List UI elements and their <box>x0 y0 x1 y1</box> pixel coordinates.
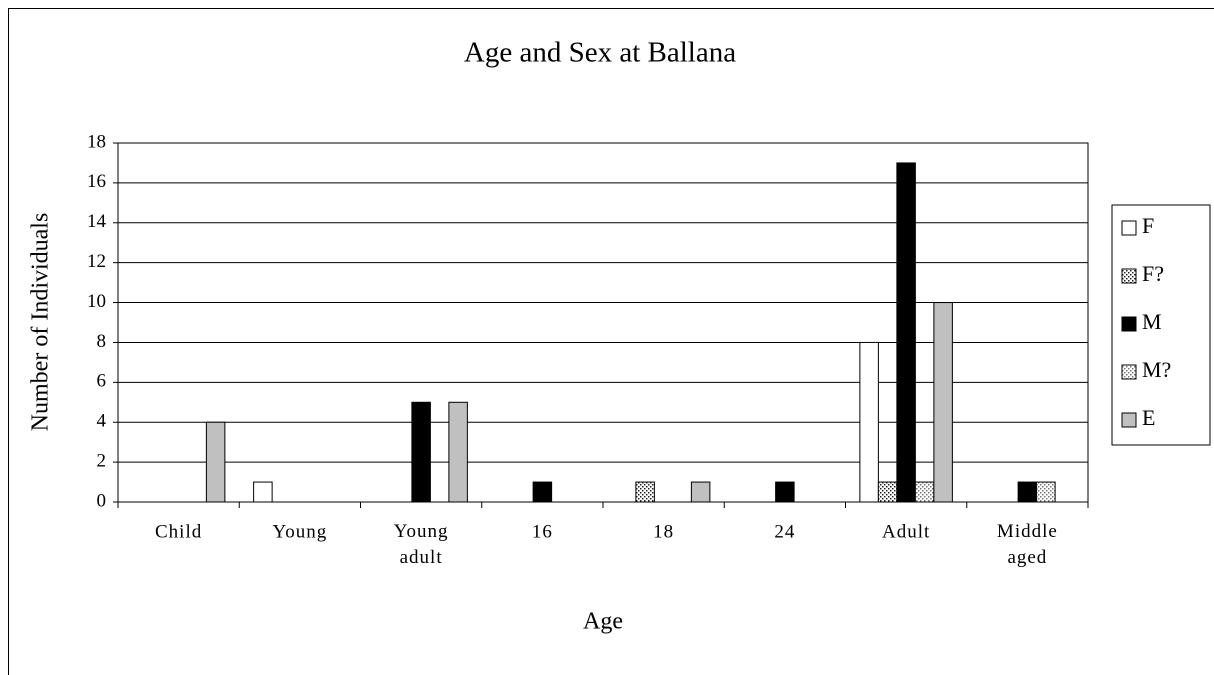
legend-swatch <box>1121 364 1137 380</box>
bar <box>205 421 226 503</box>
x-tick-label: Child <box>155 521 202 542</box>
bar <box>896 162 916 503</box>
bar <box>690 481 711 503</box>
legend-swatch <box>1121 316 1137 332</box>
bar <box>635 481 655 503</box>
y-tick-label: 14 <box>87 211 107 232</box>
legend-label: M <box>1142 309 1162 334</box>
bar <box>775 481 795 503</box>
x-tick-label: 18 <box>653 521 674 542</box>
x-tick-label: Adult <box>882 521 930 542</box>
legend-swatch <box>1121 412 1137 428</box>
bar <box>933 302 953 503</box>
legend-label: F <box>1142 213 1154 238</box>
bar <box>914 481 935 503</box>
bar <box>877 481 898 503</box>
y-tick-label: 18 <box>87 131 106 152</box>
legend-label: F? <box>1142 261 1164 286</box>
y-tick-label: 2 <box>97 450 107 471</box>
x-axis-label: Age <box>583 609 623 635</box>
chart-title: Age and Sex at Ballana <box>464 37 736 69</box>
y-tick-label: 0 <box>97 490 107 511</box>
x-tick-label: Young <box>272 521 327 542</box>
x-tick-label: Young adult <box>394 521 449 568</box>
legend-label: E <box>1142 405 1155 430</box>
legend-swatch <box>1121 220 1137 236</box>
bar <box>532 481 553 503</box>
y-axis-label: Number of Individuals <box>28 213 54 432</box>
legend-label: M? <box>1142 357 1171 382</box>
legend-swatch <box>1121 268 1137 284</box>
bar <box>411 401 431 503</box>
x-tick-label: 24 <box>774 521 795 542</box>
y-tick-label: 4 <box>97 411 107 432</box>
y-tick-label: 10 <box>87 291 106 312</box>
bar <box>448 401 468 503</box>
bar <box>1017 481 1038 503</box>
bar <box>1036 481 1056 503</box>
bar <box>859 341 879 503</box>
y-tick-label: 6 <box>97 371 107 392</box>
y-tick-label: 8 <box>97 331 107 352</box>
y-tick-label: 16 <box>87 171 106 192</box>
x-tick-label: Middle aged <box>997 521 1058 568</box>
y-tick-label: 12 <box>87 251 106 272</box>
bar <box>253 481 273 503</box>
x-tick-label: 16 <box>532 521 553 542</box>
